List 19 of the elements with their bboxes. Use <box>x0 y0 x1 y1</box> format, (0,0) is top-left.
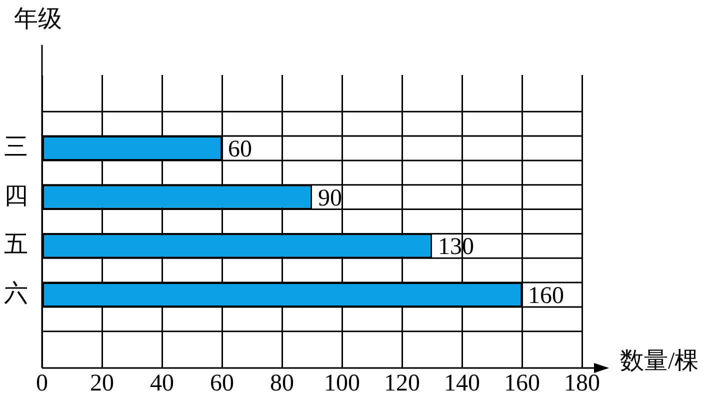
x-tick-label: 60 <box>210 370 234 397</box>
x-tick-label: 120 <box>384 370 420 397</box>
y-tick-label: 三 <box>4 134 28 161</box>
x-tick-label: 80 <box>270 370 294 397</box>
x-axis-title: 数量/棵 <box>620 348 699 374</box>
data-label: 160 <box>528 283 564 310</box>
data-label: 60 <box>228 136 252 163</box>
x-tick-label: 100 <box>324 370 360 397</box>
x-tick-label: 0 <box>36 370 48 397</box>
x-tick-label: 180 <box>564 370 600 397</box>
y-tick-label: 四 <box>4 183 28 210</box>
y-tick-label: 六 <box>4 280 28 308</box>
data-label: 90 <box>318 185 342 212</box>
x-tick-label: 40 <box>150 370 174 397</box>
y-axis-title: 年级 <box>14 6 62 32</box>
y-tick-label: 五 <box>4 232 28 258</box>
x-tick-label: 140 <box>444 370 480 397</box>
x-tick-label: 20 <box>90 370 114 397</box>
x-tick-label: 160 <box>504 370 540 397</box>
